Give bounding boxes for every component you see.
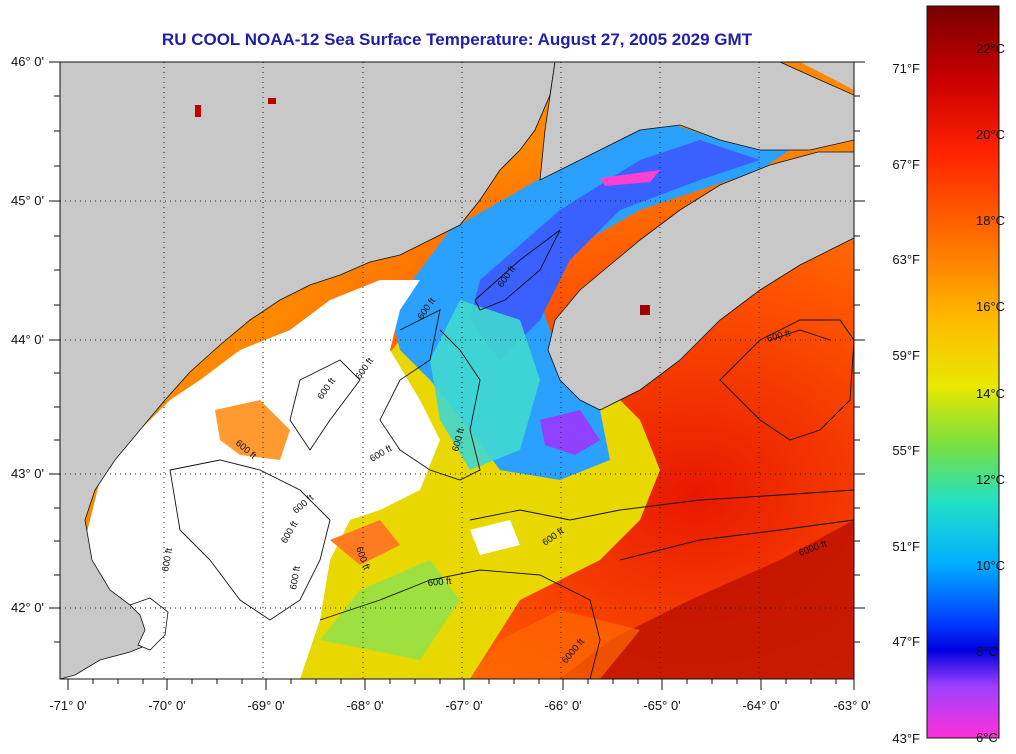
ocean-hot-region <box>560 520 854 679</box>
lat-tick-label: 45° 0' <box>11 193 44 208</box>
celsius-label: 6°C <box>976 730 998 745</box>
ocean-warm-patch <box>470 610 640 679</box>
celsius-label: 12°C <box>976 472 1005 487</box>
land-northeast <box>800 62 854 90</box>
celsius-label: 8°C <box>976 644 998 659</box>
fahrenheit-label: 43°F <box>892 731 920 746</box>
ocean-colder-core <box>470 140 760 360</box>
fahrenheit-label: 59°F <box>892 348 920 363</box>
ocean-cyan-band <box>430 300 540 470</box>
ocean-coldest-spot <box>540 410 600 455</box>
map-area: 600 ft 600 ft 600 ft 600 ft 600 ft 600 f… <box>60 62 854 679</box>
lon-tick-label: -69° 0' <box>247 698 284 713</box>
map-title: RU COOL NOAA-12 Sea Surface Temperature:… <box>161 30 753 49</box>
celsius-label: 18°C <box>976 213 1005 228</box>
celsius-label: 10°C <box>976 558 1005 573</box>
lon-tick-label: -65° 0' <box>643 698 680 713</box>
lon-tick-marks <box>67 679 855 690</box>
lat-tick-label: 44° 0' <box>11 332 44 347</box>
cloud-cover <box>60 280 440 679</box>
ocean-cold-streak <box>600 170 660 186</box>
celsius-label: 14°C <box>976 386 1005 401</box>
land-hotspot <box>195 105 201 117</box>
lat-tick-label: 46° 0' <box>11 54 44 69</box>
lon-tick-label: -64° 0' <box>742 698 779 713</box>
ocean-green-patch <box>320 560 460 660</box>
celsius-label: 22°C <box>976 41 1005 56</box>
fahrenheit-label: 55°F <box>892 443 920 458</box>
fahrenheit-label: 63°F <box>892 252 920 267</box>
temperature-colorbar <box>926 5 1000 739</box>
contour-label: 600 ft <box>288 565 303 591</box>
fahrenheit-label: 71°F <box>892 61 920 76</box>
lon-tick-label: -68° 0' <box>346 698 383 713</box>
lat-tick-label: 42° 0' <box>11 600 44 615</box>
depth-contours <box>169 229 854 679</box>
lat-tick-marks <box>49 61 865 643</box>
map-frame <box>59 61 855 680</box>
warm-patch-west <box>215 400 290 460</box>
contour-label: 600 ft <box>160 547 175 573</box>
lon-tick-label: -63° 0' <box>833 698 870 713</box>
land-nova-scotia <box>547 151 854 411</box>
warm-patch-central <box>330 520 400 565</box>
land-hotspot <box>268 98 276 104</box>
land-hotspot <box>640 305 650 315</box>
fahrenheit-label: 51°F <box>892 539 920 554</box>
lon-tick-label: -67° 0' <box>445 698 482 713</box>
lat-tick-label: 43° 0' <box>11 466 44 481</box>
lon-tick-label: -66° 0' <box>544 698 581 713</box>
fahrenheit-label: 47°F <box>892 634 920 649</box>
cape-cod <box>129 597 169 651</box>
lon-tick-label: -70° 0' <box>148 698 185 713</box>
contour-label: 600 ft <box>427 576 452 589</box>
fahrenheit-label: 67°F <box>892 157 920 172</box>
land-new-brunswick <box>539 62 854 181</box>
lon-tick-label: -71° 0' <box>49 698 86 713</box>
celsius-label: 16°C <box>976 299 1005 314</box>
celsius-label: 20°C <box>976 127 1005 142</box>
cloud-patch <box>470 520 520 555</box>
